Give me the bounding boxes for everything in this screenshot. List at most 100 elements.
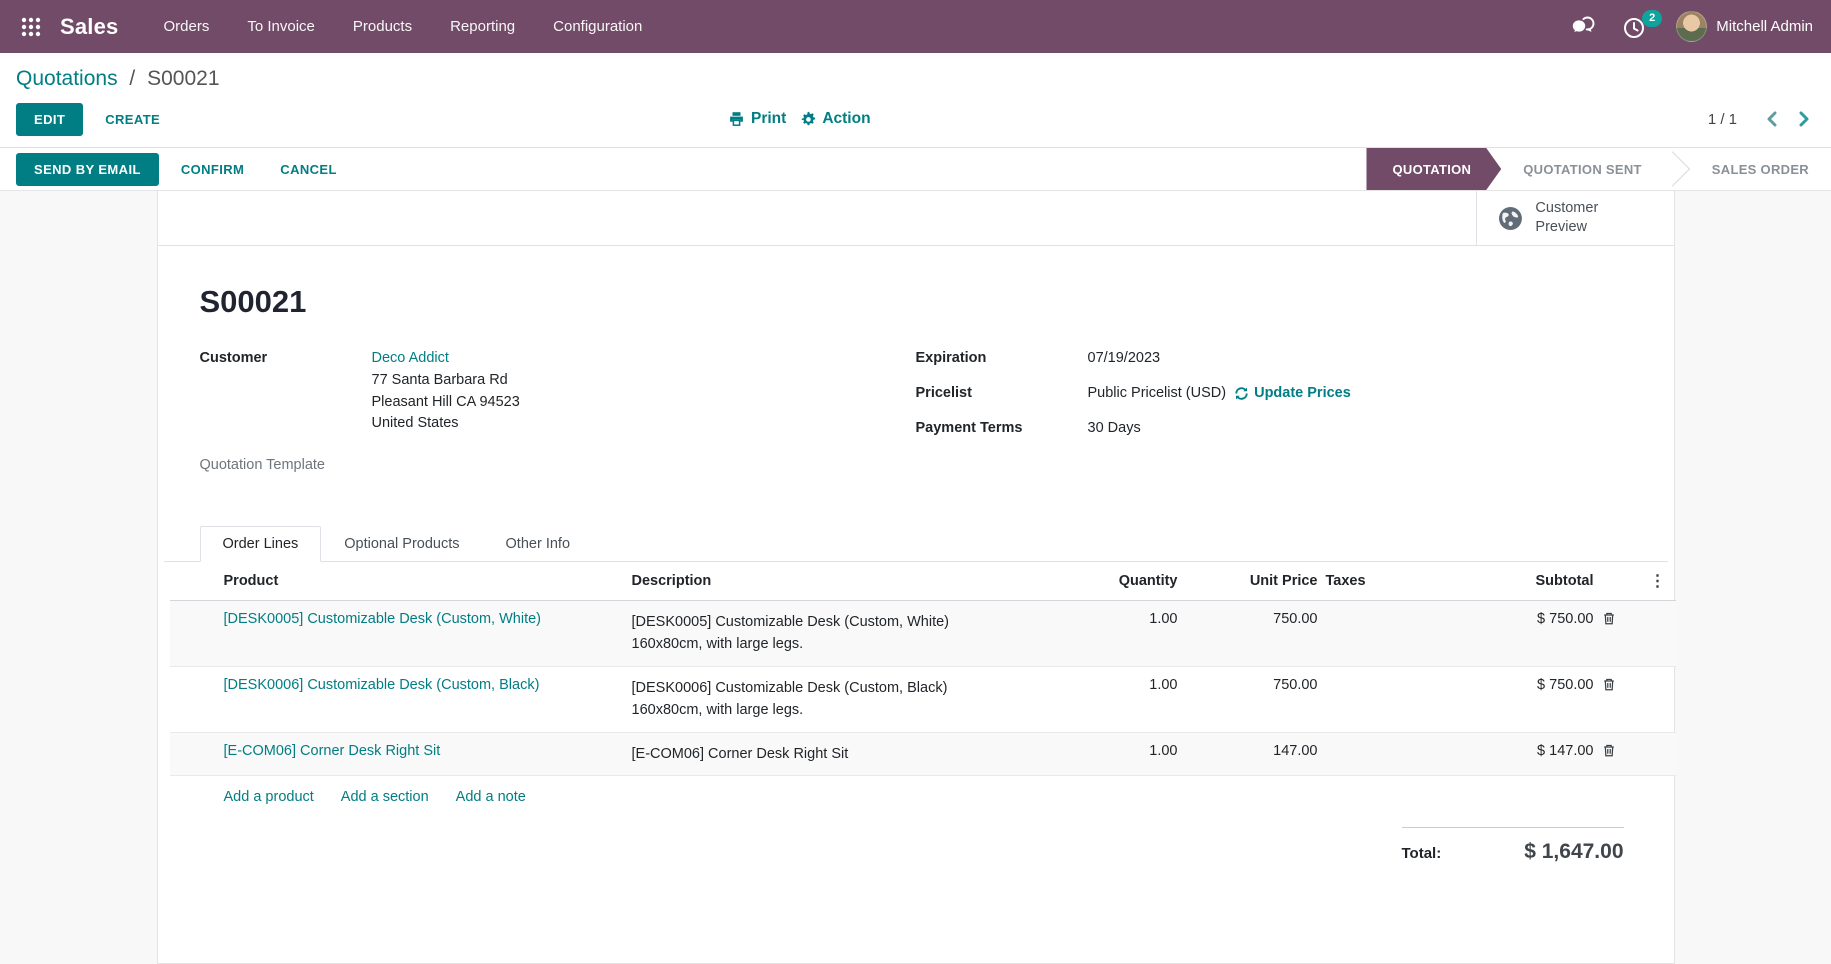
delete-line-button[interactable] <box>1602 611 1616 626</box>
delete-line-button[interactable] <box>1602 677 1616 692</box>
add-a-note-link[interactable]: Add a note <box>456 789 526 805</box>
description-line-2: 160x80cm, with large legs. <box>632 699 1086 721</box>
pager-next-button[interactable] <box>1793 107 1815 131</box>
quantity-cell: 1.00 <box>1090 732 1182 775</box>
col-unit-price[interactable]: Unit Price <box>1182 562 1322 601</box>
breadcrumb-current: S00021 <box>147 67 219 90</box>
expiration-value: 07/19/2023 <box>1088 348 1161 370</box>
messages-button[interactable] <box>1558 9 1606 45</box>
printer-icon <box>728 111 745 127</box>
cancel-button[interactable]: CANCEL <box>266 154 351 185</box>
pricelist-field-label: Pricelist <box>916 383 1088 405</box>
payment-terms-value: 30 Days <box>1088 418 1141 440</box>
menu-configuration[interactable]: Configuration <box>534 0 661 53</box>
product-link[interactable]: [E-COM06] Corner Desk Right Sit <box>224 743 441 759</box>
optional-columns-button[interactable]: ⋮ <box>1640 562 1676 601</box>
customer-link[interactable]: Deco Addict <box>372 350 449 366</box>
expiration-field-label: Expiration <box>916 348 1088 370</box>
menu-products[interactable]: Products <box>334 0 431 53</box>
description-line-2: 160x80cm, with large legs. <box>632 633 1086 655</box>
state-separator-icon <box>1664 148 1690 190</box>
pager-count: 1 / 1 <box>1708 111 1737 128</box>
action-label: Action <box>822 110 870 128</box>
control-panel: Quotations / S00021 EDIT CREATE Print <box>0 53 1831 147</box>
user-menu[interactable]: Mitchell Admin <box>1664 11 1815 42</box>
col-quantity[interactable]: Quantity <box>1090 562 1182 601</box>
customer-preview-button[interactable]: Customer Preview <box>1476 191 1674 245</box>
activity-badge: 2 <box>1642 10 1662 27</box>
description-line-1: [DESK0006] Customizable Desk (Custom, Bl… <box>632 677 1086 699</box>
gear-icon <box>800 111 816 127</box>
description-line-1: [E-COM06] Corner Desk Right Sit <box>632 743 1086 765</box>
col-subtotal[interactable]: Subtotal <box>1440 562 1598 601</box>
trash-icon <box>1602 677 1616 692</box>
trash-icon <box>1602 743 1616 758</box>
tab-other-info[interactable]: Other Info <box>483 526 593 562</box>
tab-optional-products[interactable]: Optional Products <box>321 526 482 562</box>
totals-block: Total: $ 1,647.00 <box>1402 827 1624 864</box>
menu-orders[interactable]: Orders <box>145 0 229 53</box>
control-panel-buttons: EDIT CREATE Print Acti <box>16 101 1815 137</box>
avatar <box>1676 11 1707 42</box>
row-handle[interactable] <box>170 732 220 775</box>
menu-reporting[interactable]: Reporting <box>431 0 534 53</box>
taxes-cell <box>1322 732 1440 775</box>
status-pipeline: QUOTATION QUOTATION SENT SALES ORDER <box>1366 148 1831 190</box>
state-sales-order[interactable]: SALES ORDER <box>1690 148 1831 190</box>
tab-order-lines[interactable]: Order Lines <box>200 526 322 562</box>
edit-button[interactable]: EDIT <box>16 103 83 136</box>
print-label: Print <box>751 110 786 128</box>
table-header-row: Product Description Quantity Unit Price … <box>170 562 1676 601</box>
col-product[interactable]: Product <box>220 562 628 601</box>
create-button[interactable]: CREATE <box>91 104 174 135</box>
table-row[interactable]: [E-COM06] Corner Desk Right Sit [E-COM06… <box>170 732 1676 775</box>
print-button[interactable]: Print <box>728 110 786 128</box>
user-name: Mitchell Admin <box>1716 18 1813 35</box>
activities-button[interactable]: 2 <box>1612 8 1658 46</box>
delete-line-button[interactable] <box>1602 743 1616 758</box>
col-taxes[interactable]: Taxes <box>1322 562 1440 601</box>
address-line-2: Pleasant Hill CA 94523 <box>372 392 520 414</box>
unit-price-cell: 147.00 <box>1182 732 1322 775</box>
state-quotation-sent[interactable]: QUOTATION SENT <box>1501 148 1664 190</box>
confirm-button[interactable]: CONFIRM <box>167 154 258 185</box>
address-line-3: United States <box>372 413 520 435</box>
state-quotation[interactable]: QUOTATION <box>1366 148 1501 190</box>
table-row[interactable]: [DESK0005] Customizable Desk (Custom, Wh… <box>170 600 1676 666</box>
globe-icon <box>1497 205 1524 232</box>
product-link[interactable]: [DESK0006] Customizable Desk (Custom, Bl… <box>224 677 540 693</box>
messages-icon <box>1568 15 1596 39</box>
address-line-1: 77 Santa Barbara Rd <box>372 370 520 392</box>
add-a-product-link[interactable]: Add a product <box>224 789 314 805</box>
update-prices-label: Update Prices <box>1254 383 1351 405</box>
main-menu: Orders To Invoice Products Reporting Con… <box>145 0 662 53</box>
apps-menu-button[interactable] <box>10 8 52 46</box>
row-handle[interactable] <box>170 600 220 666</box>
row-handle[interactable] <box>170 666 220 732</box>
taxes-cell <box>1322 666 1440 732</box>
breadcrumb-quotations[interactable]: Quotations <box>16 67 118 90</box>
add-a-section-link[interactable]: Add a section <box>341 789 429 805</box>
pager-previous-button[interactable] <box>1761 107 1783 131</box>
statusbar: SEND BY EMAIL CONFIRM CANCEL QUOTATION Q… <box>0 147 1831 191</box>
order-lines-table: Product Description Quantity Unit Price … <box>170 562 1676 776</box>
update-prices-button[interactable]: Update Prices <box>1234 383 1351 405</box>
product-link[interactable]: [DESK0005] Customizable Desk (Custom, Wh… <box>224 611 542 627</box>
table-row[interactable]: [DESK0006] Customizable Desk (Custom, Bl… <box>170 666 1676 732</box>
pricelist-value: Public Pricelist (USD) <box>1088 383 1227 405</box>
quotation-template-label: Quotation Template <box>200 455 372 477</box>
subtotal-cell: $ 147.00 <box>1440 732 1598 775</box>
send-by-email-button[interactable]: SEND BY EMAIL <box>16 153 159 186</box>
handle-column <box>170 562 220 601</box>
action-button[interactable]: Action <box>800 110 870 128</box>
total-label: Total: <box>1402 845 1442 862</box>
odoo-sales-app: Sales Orders To Invoice Products Reporti… <box>0 0 1831 964</box>
field-groups: Customer Deco Addict 77 Santa Barbara Rd… <box>200 348 1632 490</box>
trash-icon <box>1602 611 1616 626</box>
subtotal-cell: $ 750.00 <box>1440 666 1598 732</box>
customer-preview-label: Customer Preview <box>1535 199 1653 237</box>
menu-to-invoice[interactable]: To Invoice <box>228 0 334 53</box>
col-description[interactable]: Description <box>628 562 1090 601</box>
app-name[interactable]: Sales <box>60 14 119 40</box>
line-add-links: Add a product Add a section Add a note <box>164 776 1668 819</box>
